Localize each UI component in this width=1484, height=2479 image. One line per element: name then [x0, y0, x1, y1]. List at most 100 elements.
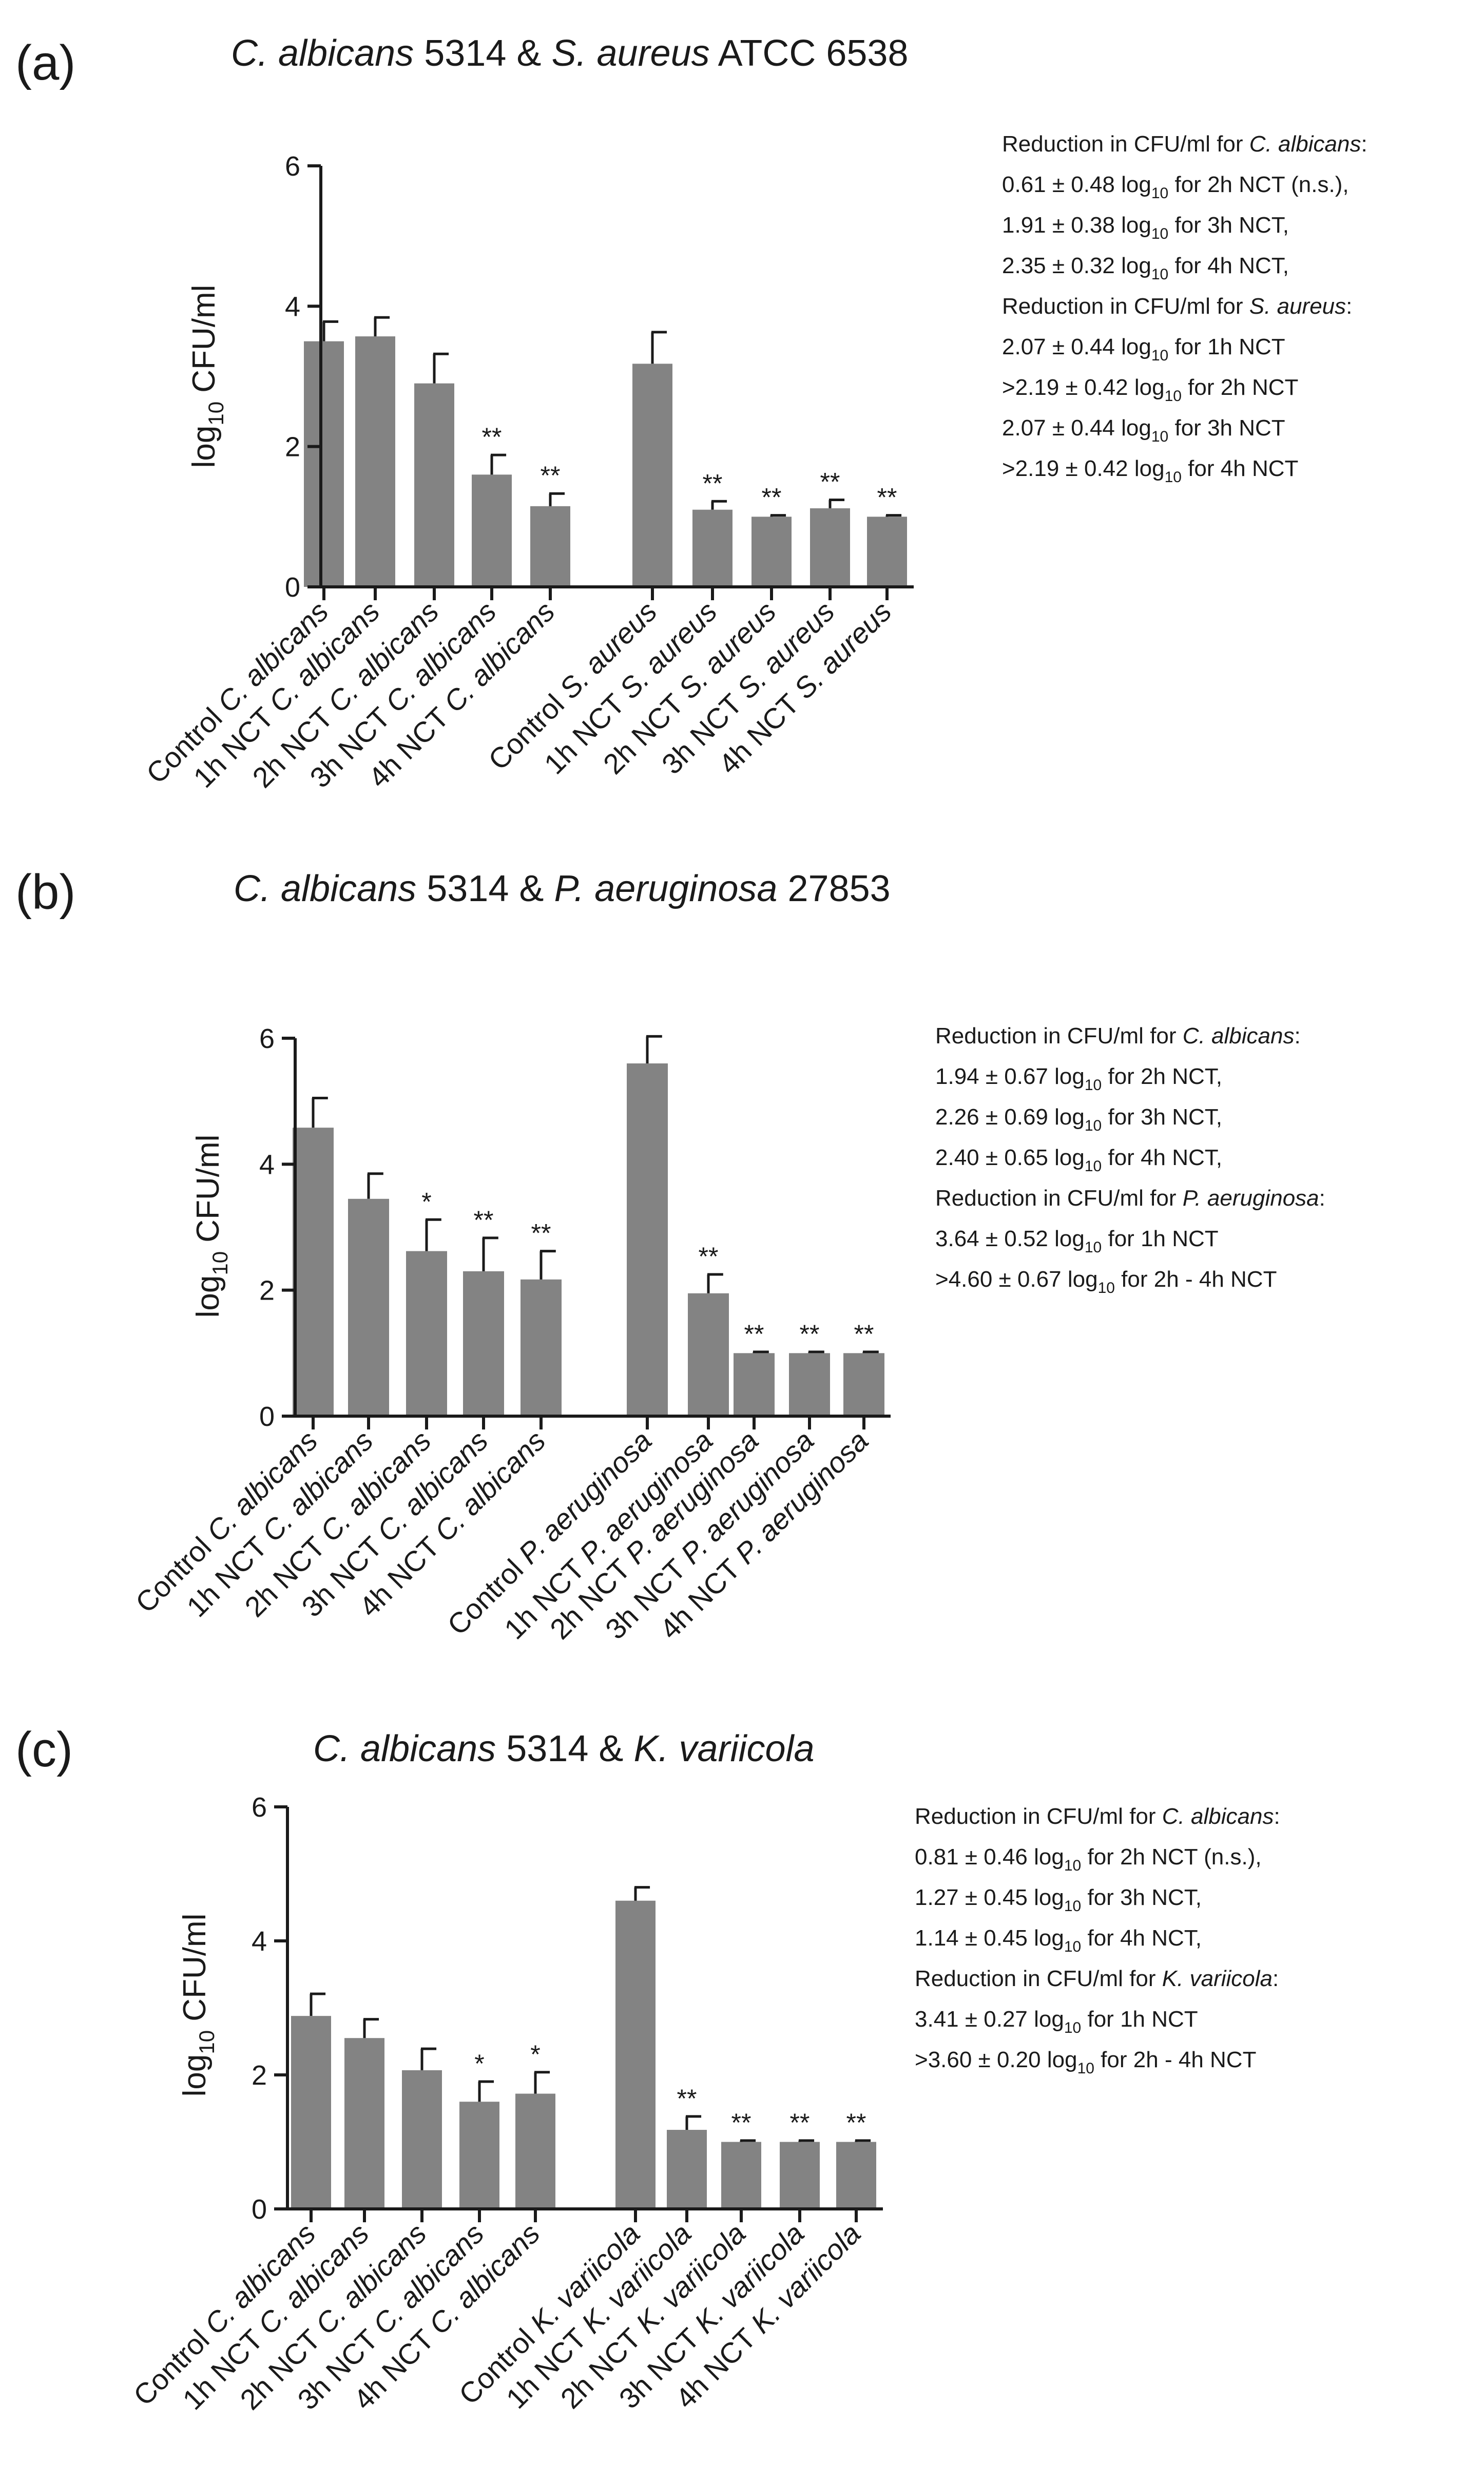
bar — [843, 1353, 884, 1416]
bar — [789, 1353, 830, 1416]
error-bar — [740, 2139, 756, 2142]
bar — [402, 2070, 442, 2209]
bar — [291, 2016, 331, 2209]
significance-marker: ** — [820, 468, 840, 497]
error-bar — [753, 1350, 769, 1353]
bar — [721, 2142, 761, 2209]
error-bar — [685, 2115, 702, 2130]
annotation-line: Reduction in CFU/ml for C. albicans: — [1002, 131, 1367, 157]
bar — [667, 2130, 707, 2209]
annotation-line: 1.91 ± 0.38 log10 for 3h NCT, — [1002, 213, 1289, 242]
y-tick-label: 6 — [285, 151, 300, 182]
significance-marker: * — [530, 2040, 540, 2069]
chart-title: C. albicans 5314 & S. aureus ATCC 6538 — [231, 33, 909, 74]
error-bar — [420, 2047, 437, 2070]
error-bar — [770, 514, 786, 517]
significance-marker: ** — [703, 469, 723, 498]
panel-label: (c) — [15, 1722, 73, 1777]
annotation-line: Reduction in CFU/ml for K. variicola: — [915, 1966, 1279, 1991]
y-axis-label: log10 CFU/ml — [190, 1135, 232, 1318]
bar — [530, 506, 570, 587]
panel-label: (b) — [15, 865, 75, 920]
bar — [293, 1128, 334, 1416]
bar — [632, 364, 672, 587]
error-bar — [425, 1218, 441, 1251]
annotation-line: 0.81 ± 0.46 log10 for 2h NCT (n.s.), — [915, 1844, 1262, 1874]
error-bar — [808, 1350, 824, 1353]
significance-marker: ** — [482, 423, 502, 451]
significance-marker: ** — [677, 2084, 697, 2113]
panel-b: (b) C. albicans 5314 & P. aeruginosa 2785… — [15, 865, 1325, 1645]
y-tick-label: 0 — [252, 2194, 267, 2225]
y-tick-label: 6 — [259, 1023, 275, 1054]
y-tick-label: 4 — [259, 1149, 275, 1180]
significance-marker: ** — [790, 2108, 810, 2137]
annotation-line: 0.61 ± 0.48 log10 for 2h NCT (n.s.), — [1002, 172, 1349, 202]
annotation-line: >3.60 ± 0.20 log10 for 2h - 4h NCT — [915, 2047, 1256, 2077]
bar — [344, 2038, 384, 2209]
y-tick-label: 2 — [285, 432, 300, 463]
error-bar — [828, 499, 845, 508]
annotation-line: >4.60 ± 0.67 log10 for 2h - 4h NCT — [935, 1267, 1277, 1296]
error-bar — [490, 453, 507, 475]
panel-label: (a) — [15, 35, 75, 90]
y-tick-label: 4 — [285, 291, 300, 322]
bar — [472, 474, 512, 587]
chart-title: C. albicans 5314 & P. aeruginosa 27853 — [234, 868, 891, 909]
bar — [867, 517, 907, 587]
bar — [463, 1271, 504, 1416]
annotation-line: Reduction in CFU/ml for C. albicans: — [915, 1804, 1280, 1829]
annotation-line: >2.19 ± 0.42 log10 for 4h NCT — [1002, 456, 1298, 486]
error-bar — [885, 514, 902, 517]
annotation-line: >2.19 ± 0.42 log10 for 2h NCT — [1002, 375, 1298, 405]
annotation-line: 2.07 ± 0.44 log10 for 3h NCT — [1002, 415, 1285, 445]
error-bar — [367, 1172, 383, 1199]
annotation-line: 1.27 ± 0.45 log10 for 3h NCT, — [915, 1885, 1202, 1915]
error-bar — [711, 500, 727, 510]
significance-marker: ** — [854, 1320, 874, 1348]
error-bar — [374, 316, 390, 337]
significance-marker: ** — [541, 461, 561, 490]
y-tick-label: 2 — [252, 2060, 267, 2091]
y-axis-label: log10 CFU/ml — [186, 285, 228, 468]
significance-marker: ** — [731, 2108, 751, 2137]
panel-a: (a) C. albicans 5314 & S. aureus ATCC 653… — [15, 33, 1367, 794]
bar — [734, 1353, 775, 1416]
significance-marker: ** — [877, 483, 897, 512]
error-bar — [363, 2018, 379, 2038]
bar — [348, 1198, 389, 1416]
annotation-line: Reduction in CFU/ml for P. aeruginosa: — [935, 1186, 1325, 1211]
error-bar — [534, 2071, 550, 2094]
significance-marker: ** — [531, 1219, 551, 1248]
bar — [627, 1063, 668, 1416]
annotation-line: 1.14 ± 0.45 log10 for 4h NCT, — [915, 1925, 1202, 1955]
error-bar — [433, 352, 449, 384]
bar — [304, 341, 344, 587]
annotation-line: 2.07 ± 0.44 log10 for 1h NCT — [1002, 334, 1285, 364]
error-bar — [482, 1236, 498, 1271]
bar — [780, 2142, 820, 2209]
y-tick-label: 2 — [259, 1275, 275, 1306]
significance-marker: ** — [800, 1320, 820, 1348]
significance-marker: ** — [762, 483, 782, 512]
bar — [521, 1279, 562, 1416]
bar — [406, 1251, 447, 1416]
y-tick-label: 6 — [252, 1792, 267, 1823]
bar — [414, 383, 454, 587]
error-bar — [549, 492, 565, 506]
annotation-line: 2.35 ± 0.32 log10 for 4h NCT, — [1002, 253, 1289, 283]
significance-marker: * — [421, 1187, 431, 1216]
annotation-line: 1.94 ± 0.67 log10 for 2h NCT, — [935, 1064, 1222, 1094]
bar — [355, 336, 395, 587]
bar — [810, 508, 850, 587]
y-tick-label: 0 — [285, 572, 300, 603]
bar — [615, 1900, 656, 2209]
significance-marker: ** — [744, 1320, 764, 1348]
error-bar — [707, 1273, 723, 1293]
annotation-line: 3.41 ± 0.27 log10 for 1h NCT — [915, 2007, 1198, 2036]
panel-c: (c) C. albicans 5314 & K. variicola* *****… — [15, 1722, 1280, 2416]
significance-marker: ** — [699, 1242, 719, 1271]
error-bar — [312, 1097, 328, 1128]
chart-title: C. albicans 5314 & K. variicola — [313, 1728, 815, 1769]
